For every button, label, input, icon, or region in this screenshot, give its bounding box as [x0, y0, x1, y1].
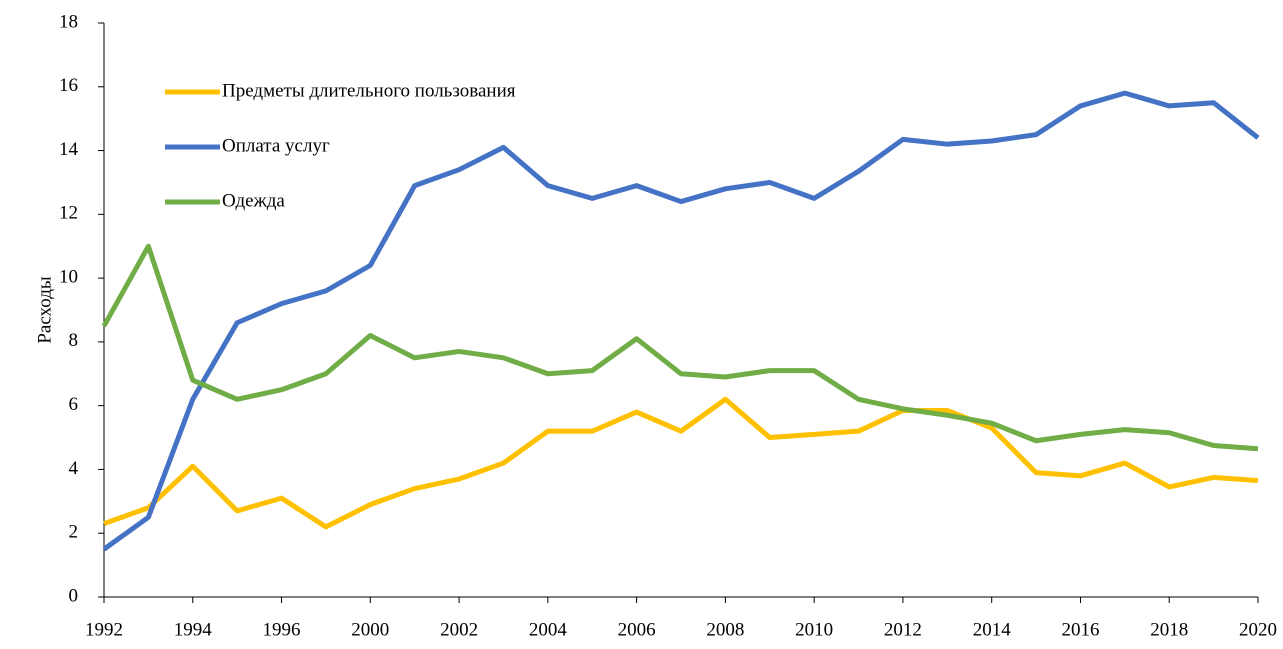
x-tick-label: 2004 [529, 619, 568, 640]
x-tick-label: 2014 [973, 619, 1012, 640]
y-tick-label: 16 [59, 75, 78, 96]
line-series [103, 396, 1259, 530]
x-tick-label: 2012 [884, 619, 922, 640]
y-tick-label: 0 [69, 585, 79, 606]
x-tick-label: 2010 [795, 619, 833, 640]
line-series [102, 90, 1260, 552]
x-tick-label: 2006 [618, 619, 656, 640]
y-tick-label: 12 [59, 203, 78, 224]
legend-label: Оплата услуг [222, 135, 330, 156]
y-tick-label: 4 [69, 458, 79, 479]
x-tick-label: 2018 [1150, 619, 1188, 640]
y-tick-label: 2 [69, 522, 79, 543]
legend-label: Одежда [222, 190, 285, 211]
y-tick-label: 8 [69, 330, 79, 351]
x-tick-label: 1992 [85, 619, 123, 640]
x-tick-label: 2008 [706, 619, 744, 640]
x-tick-label: 1996 [263, 619, 301, 640]
y-tick-label: 18 [59, 11, 78, 32]
legend-label: Предметы длительного пользования [222, 80, 516, 101]
x-tick-label: 1994 [174, 619, 213, 640]
y-tick-label: 10 [59, 266, 78, 287]
x-tick-label: 2002 [440, 619, 478, 640]
x-tick-label: 2016 [1061, 619, 1099, 640]
y-axis-label: Расходы [34, 276, 55, 344]
x-tick-label: 2000 [351, 619, 389, 640]
line-series [101, 243, 1259, 452]
y-tick-label: 14 [59, 139, 79, 160]
y-tick-label: 6 [69, 394, 79, 415]
x-tick-label: 2020 [1239, 619, 1277, 640]
